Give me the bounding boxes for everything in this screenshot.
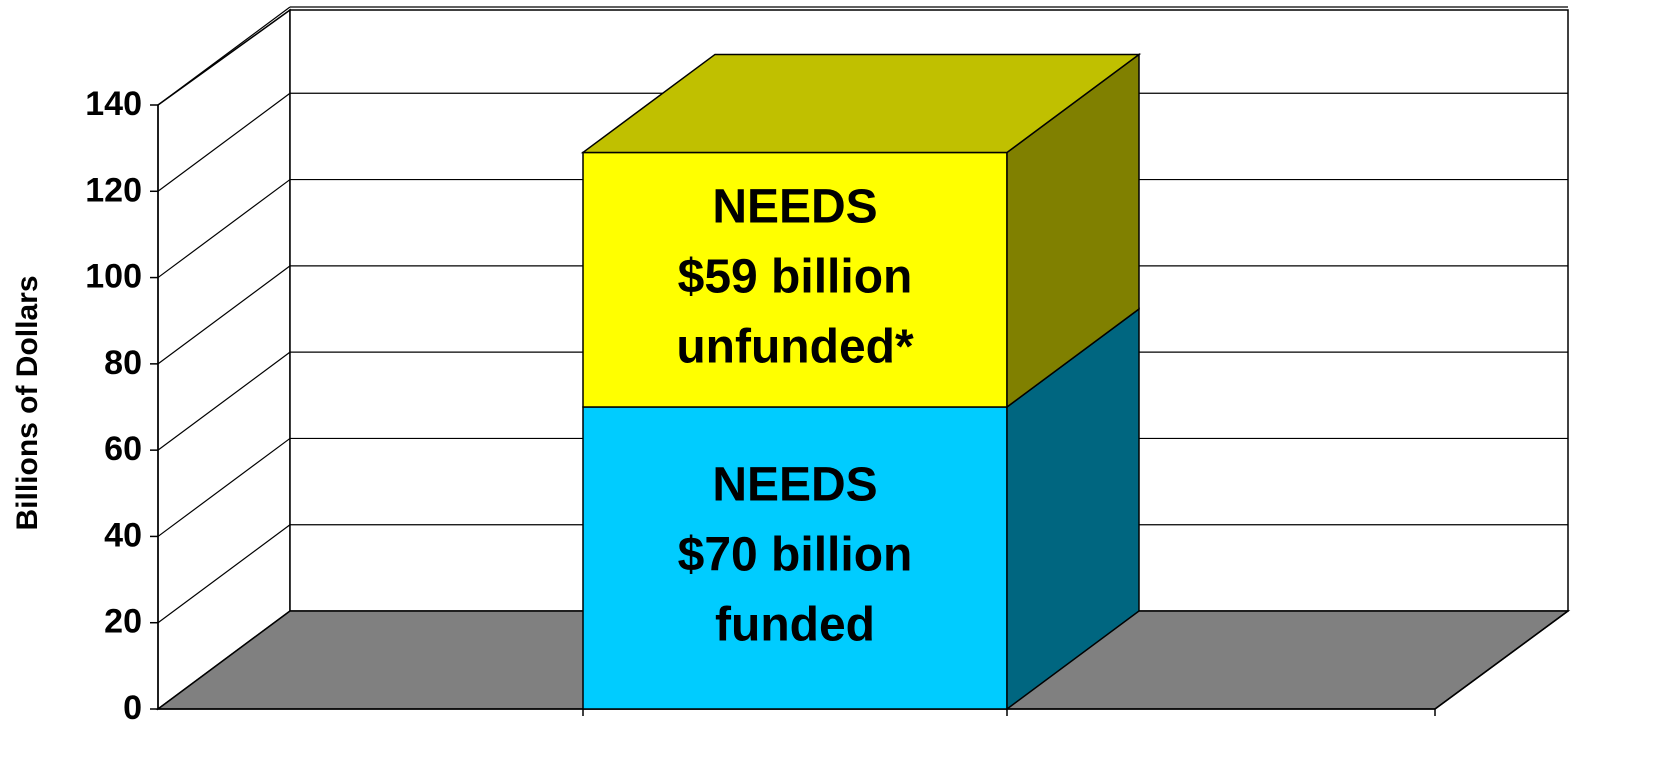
gridline-side: [157, 6, 291, 106]
y-tick-label: 120: [85, 171, 142, 209]
y-tick-label: 60: [104, 430, 142, 468]
y-tick-label: 20: [104, 603, 142, 641]
y-axis-title: Billions of Dollars: [11, 275, 44, 530]
y-tick-label: 40: [104, 516, 142, 554]
gridline-side: [157, 92, 291, 192]
bar-front-series-1: [582, 406, 1008, 710]
segment-label-series-2-line-1: NEEDS: [712, 180, 877, 233]
side-wall: [157, 8, 291, 711]
gridline-side: [157, 265, 291, 365]
y-tick-label: 0: [123, 689, 142, 727]
floor-edge: [1434, 610, 1569, 710]
gridline-side: [157, 351, 291, 451]
gridline-side: [157, 437, 291, 537]
segment-label-series-1-line-3: funded: [715, 599, 875, 652]
gridline-side: [157, 179, 291, 279]
y-tick-label: 100: [85, 258, 142, 296]
segment-label-series-1-line-1: NEEDS: [712, 459, 877, 512]
bar-stack: [580, 52, 1142, 711]
segment-label-series-1-line-2: $70 billion: [678, 529, 913, 582]
bar-front-series-2: [582, 151, 1008, 408]
segment-labels: NEEDS $70 billion funded NEEDS $59 billion un…: [676, 180, 914, 651]
segment-label-series-2-line-2: $59 billion: [678, 250, 913, 303]
segment-label-series-2-line-3: unfunded*: [676, 320, 914, 373]
y-tick-label: 80: [104, 344, 142, 382]
y-tick-label: 140: [85, 85, 142, 123]
gridline-side: [157, 524, 291, 624]
bar-top-series-2: [580, 53, 1142, 154]
y-tick-labels: 0 20 40 60 80 100 120 140: [85, 85, 142, 727]
